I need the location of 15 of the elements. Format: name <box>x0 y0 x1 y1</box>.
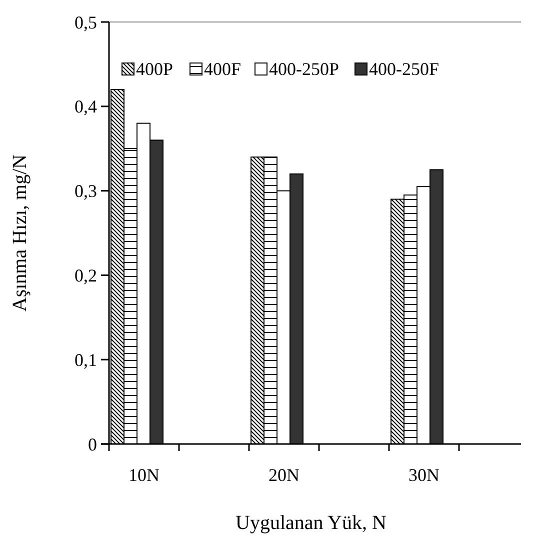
x-tick-label: 20N <box>268 465 300 485</box>
legend-label: 400F <box>204 59 242 79</box>
y-tick-label: 0,1 <box>74 350 97 370</box>
y-tick-label: 0,4 <box>74 96 97 117</box>
y-tick-label: 0 <box>88 434 97 454</box>
y-tick-label: 0,3 <box>74 181 97 202</box>
legend-label: 400-250P <box>269 59 340 79</box>
x-tick-label: 10N <box>128 465 160 485</box>
x-axis-title: Uygulanan Yük, N <box>236 512 386 534</box>
y-tick-label: 0,5 <box>74 12 97 32</box>
x-tick-label: 30N <box>408 465 440 485</box>
legend-label: 400-250F <box>369 59 440 79</box>
y-axis-title: Aşınma Hızı, mg/N <box>9 154 31 312</box>
y-tick-label: 0,2 <box>74 266 97 286</box>
legend-label: 400P <box>136 59 174 79</box>
